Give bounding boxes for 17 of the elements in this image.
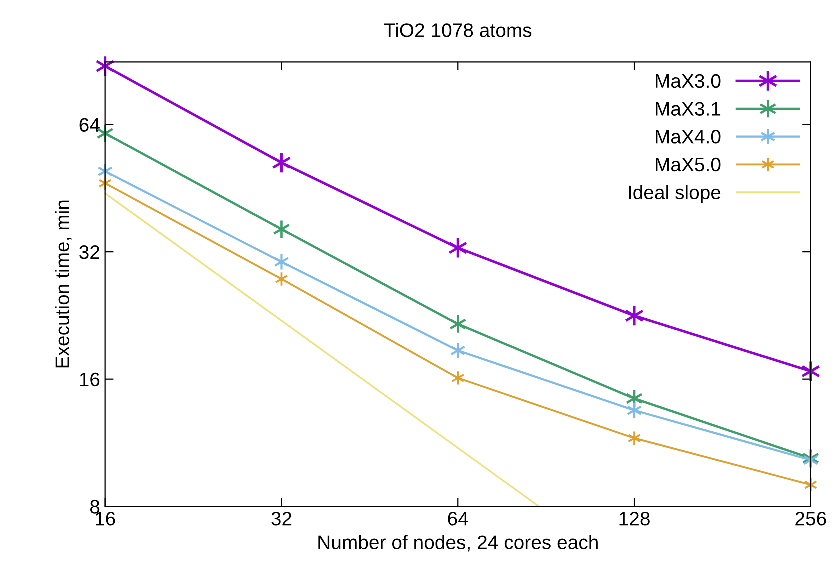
y-tick-label: 32 xyxy=(80,246,100,260)
legend-label: Ideal slope xyxy=(629,185,721,204)
chart-title: TiO2 1078 atoms xyxy=(384,23,532,38)
x-axis-title: Number of nodes, 24 cores each xyxy=(318,535,598,552)
x-tick-label: 128 xyxy=(620,512,650,526)
x-tick-label: 32 xyxy=(272,512,292,526)
x-tick-label: 16 xyxy=(96,512,116,526)
y-tick-label: 16 xyxy=(80,372,100,387)
legend-label: MaX3.1 xyxy=(656,102,721,116)
y-axis-title: Execution time, min xyxy=(55,200,72,368)
legend-label: MaX4.0 xyxy=(656,130,721,144)
y-tick-label: 64 xyxy=(80,118,100,132)
x-tick-label: 256 xyxy=(796,512,826,526)
x-tick-label: 64 xyxy=(448,512,468,526)
legend-label: MaX5.0 xyxy=(656,158,721,172)
y-tick-label: 8 xyxy=(90,500,100,514)
legend-label: MaX3.0 xyxy=(656,74,721,88)
